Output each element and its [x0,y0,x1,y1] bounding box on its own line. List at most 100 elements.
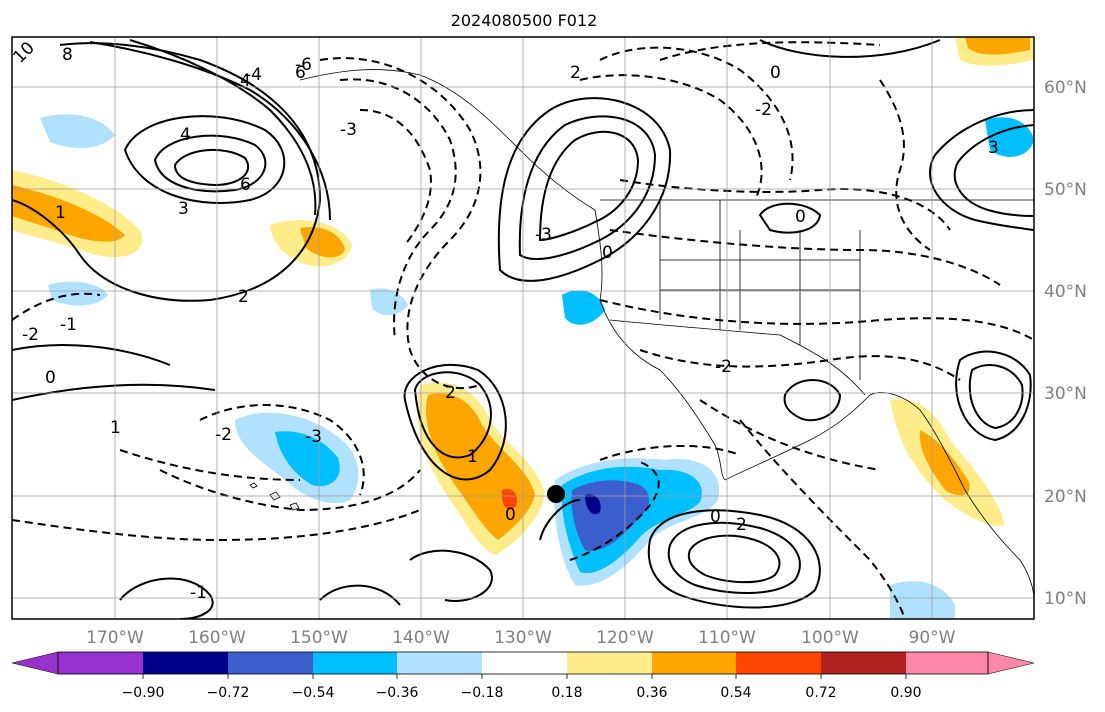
contour-label: 0 [770,63,781,83]
lat-tick: 40°N [1044,282,1087,302]
shade-negative-se [890,581,955,619]
contour-label: 6 [295,63,306,83]
colorbar-frame [57,651,989,675]
contour-label: -3 [305,427,322,447]
contour-dashed [609,229,1001,286]
contour-label: 2 [570,63,581,83]
contour-label: -4 [245,65,262,85]
colorbar-tick-label: 0.54 [720,685,751,701]
contour-label: 4 [240,71,251,91]
border-us-mexico [609,319,866,396]
hawaii-islands [249,482,300,511]
colorbar-segment [397,652,482,674]
contour-solid [403,363,507,481]
contour-label: 1 [55,203,66,223]
contour-dashed [199,404,365,496]
lon-tick: 90°W [909,628,956,648]
contour-label: 1 [110,418,121,438]
contour-solid [968,364,1024,430]
contour-dashed [12,509,421,542]
colorbar-tick-label: 0.36 [636,685,667,701]
contour-solid [12,42,322,302]
colorbar-tick-label: −0.90 [122,685,165,701]
coastline-north-america [299,69,726,481]
contour-solid [497,97,672,282]
contour-label: 4 [180,125,191,145]
contour-label: -2 [715,357,732,377]
shade-positive-central-peak [501,488,518,510]
contour-dashed [119,449,301,481]
contour-solid [153,134,267,193]
graticule [12,37,1034,619]
contour-label: 1 [467,447,478,467]
contour-solid [413,371,492,459]
colorbar-segment [652,652,736,674]
shade-negative-main-peak [585,494,601,515]
contour-dashed [639,349,961,381]
colorbar-segment [313,652,397,674]
contour-solid [929,109,1034,231]
lon-tick: 110°W [698,628,756,648]
state-lines [659,200,861,380]
contour-label: 8 [62,45,73,65]
contour-label: -2 [215,425,232,445]
contour-label: -3 [340,120,357,140]
contour-solid [12,344,171,366]
lon-tick: 120°W [596,628,654,648]
shade-negative-north [40,114,115,148]
solid-contours [12,39,1034,619]
colorbar-tick-label: −0.72 [207,685,250,701]
lon-tick-labels: 170°W 160°W 150°W 140°W 130°W 120°W 110°… [86,628,956,648]
contour-solid [123,115,286,204]
contour-dashed [879,79,931,251]
contour-label: 0 [45,368,56,388]
contour-solid [129,39,317,216]
contour-label: -2 [755,100,772,120]
contour-label: 0 [795,207,806,227]
colorbar-segment [736,652,821,674]
contour-solid [953,124,1034,217]
colorbar-segment [567,652,652,674]
contour-label: 2 [445,383,456,403]
contour-solid [687,534,781,584]
shade-positive-northeast-core [965,37,1030,55]
lat-tick: 20°N [1044,487,1087,507]
colorbar-segment [143,652,228,674]
lon-tick: 150°W [290,628,348,648]
colorbar-tick-label: 0.72 [805,685,836,701]
colorbar-segment [906,652,988,674]
lat-tick: 60°N [1044,78,1087,98]
contour-label: -2 [22,325,39,345]
lat-tick: 50°N [1044,180,1087,200]
contour-label: 0 [602,243,613,263]
contour-label: 0 [505,505,516,525]
lon-tick: 100°W [801,628,859,648]
contour-label: 2 [238,287,249,307]
lat-tick-labels: 60°N 50°N 40°N 30°N 20°N 10°N [1044,78,1087,609]
contour-solid [538,130,640,242]
colorbar-tick-label: −0.54 [292,685,335,701]
colorbar: −0.90 −0.72 −0.54 −0.36 −0.18 0.18 0.36 … [11,651,1035,701]
contour-solid [955,350,1032,442]
map-frame [11,36,1035,620]
contour-label: 3 [178,199,189,219]
colorbar-tick-label: −0.36 [376,685,419,701]
contour-label: 0 [710,507,721,527]
contour-solid [539,499,581,541]
contour-solid [119,577,214,619]
contour-label: -1 [190,583,207,603]
contour-solid [783,379,842,422]
contour-label: 2 [736,515,747,535]
colorbar-extend-low [11,651,59,675]
contour-dashed [659,41,881,61]
colorbar-tick-label: 0.90 [890,685,921,701]
colorbar-tick-label: 0.18 [551,685,582,701]
contour-solid [173,148,250,187]
contour-solid [667,521,801,594]
colorbar-tick-label: −0.18 [461,685,504,701]
coastline-gulf [724,392,1034,601]
contour-dashed [12,292,101,321]
contour-solid [409,549,493,602]
contour-label: -6 [295,55,312,75]
